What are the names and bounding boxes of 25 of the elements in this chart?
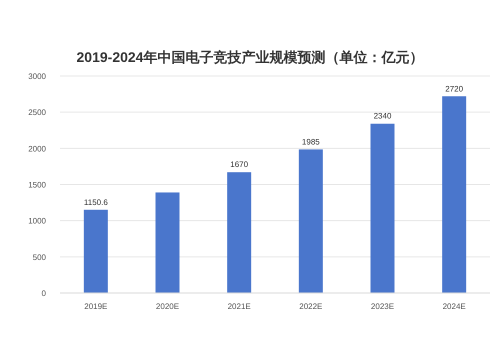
- bar: [84, 210, 108, 293]
- x-tick-label: 2024E: [442, 302, 466, 311]
- data-label: 1985: [302, 137, 320, 146]
- data-label: 2720: [445, 84, 464, 94]
- data-label: 2340: [374, 112, 392, 121]
- y-tick-label: 2500: [28, 108, 47, 118]
- y-tick-label: 2000: [28, 144, 47, 154]
- x-tick-label: 2023E: [370, 302, 394, 311]
- data-label: 1670: [230, 160, 249, 170]
- bar: [156, 192, 180, 293]
- chart-title: 2019-2024年中国电子竞技产业规模预测（单位：亿元）: [76, 49, 424, 65]
- y-tick-label: 0: [42, 289, 47, 298]
- bar: [227, 172, 252, 293]
- y-tick-label: 1000: [28, 216, 47, 226]
- x-tick-label: 2019E: [84, 302, 108, 311]
- bar: [298, 149, 323, 293]
- bar: [370, 124, 394, 293]
- y-tick-label: 3000: [28, 72, 47, 81]
- y-tick-label: 1500: [28, 180, 47, 190]
- x-tick-label: 2020E: [156, 302, 180, 311]
- bar: [442, 96, 466, 293]
- y-tick-label: 500: [32, 252, 47, 262]
- x-tick-label: 2021E: [228, 302, 251, 311]
- x-tick-label: 2022E: [299, 302, 322, 311]
- data-label: 1150.6: [84, 198, 108, 207]
